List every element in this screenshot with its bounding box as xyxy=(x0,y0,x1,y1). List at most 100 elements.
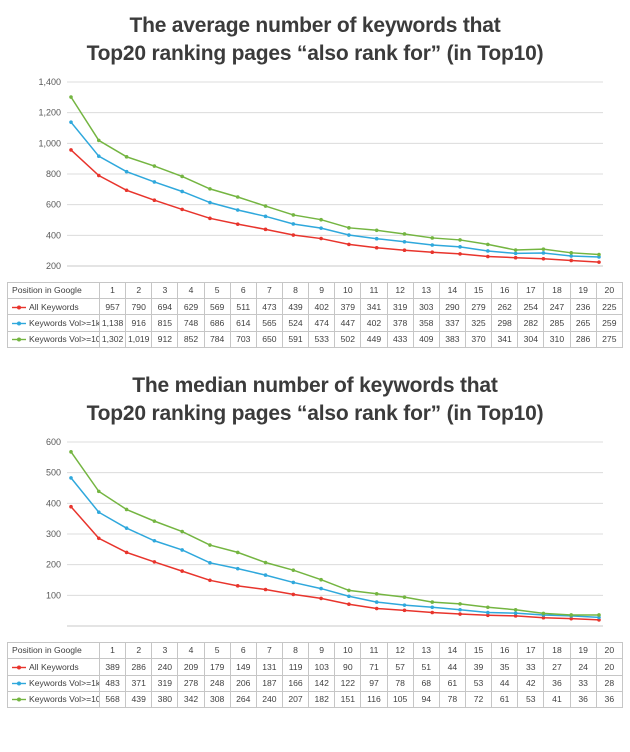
average-data-table: Position in Google 1 2 3 4 5 6 7 8 9 10 11 12 13 14 15 1… xyxy=(7,281,624,349)
data-point xyxy=(152,560,157,564)
data-point xyxy=(486,605,490,610)
value-cell: 206 xyxy=(229,674,257,692)
position-header-cell: 9 xyxy=(308,281,336,300)
data-point xyxy=(180,207,184,212)
value-cell: 240 xyxy=(255,690,283,709)
position-header-cell: 15 xyxy=(464,641,493,660)
data-point xyxy=(402,231,407,236)
position-header-cell: 13 xyxy=(412,281,440,300)
position-header-cell: 13 xyxy=(412,641,440,660)
value-cell: 379 xyxy=(334,298,362,316)
data-point xyxy=(430,243,435,247)
value-cell: 209 xyxy=(177,658,205,676)
data-point xyxy=(263,227,268,231)
value-cell: 614 xyxy=(229,314,257,332)
value-cell: 565 xyxy=(255,314,283,332)
position-header-cell: 20 xyxy=(595,641,624,660)
y-tick-label: 600 xyxy=(46,200,61,210)
data-point xyxy=(69,120,73,124)
position-header-cell: 3 xyxy=(151,641,179,660)
value-cell: 71 xyxy=(360,658,388,676)
data-point xyxy=(430,605,435,610)
data-point xyxy=(430,600,435,604)
data-point xyxy=(263,560,268,565)
data-point xyxy=(69,449,73,454)
data-point xyxy=(124,154,129,159)
series-line-keywords-vol-1k xyxy=(70,477,600,619)
y-tick-label: 400 xyxy=(46,230,61,240)
value-cell: 308 xyxy=(203,690,231,709)
data-point xyxy=(569,254,574,258)
position-header-cell: 5 xyxy=(203,641,231,660)
data-point xyxy=(569,613,574,617)
value-cell: 703 xyxy=(229,330,257,349)
value-cell: 298 xyxy=(491,314,519,332)
value-cell: 511 xyxy=(229,298,257,316)
value-cell: 694 xyxy=(151,298,179,316)
series-name: All Keywords xyxy=(29,301,79,312)
median-data-table: Position in Google 1 2 3 4 5 6 7 8 9 10 11 12 13 14 15 1… xyxy=(7,641,624,709)
data-point xyxy=(486,242,490,247)
data-point xyxy=(319,596,323,601)
value-cell: 319 xyxy=(151,674,179,692)
value-cell: 533 xyxy=(308,330,336,349)
table-header-row: Position in Google 1 2 3 4 5 6 7 8 9 10 11 12 13 14 15 1… xyxy=(7,641,624,660)
series-row-keywords-vol-10k: Keywords Vol>=10k 568 439 380 342 308 264 240 20… xyxy=(7,690,624,709)
average-chart-title: The average number of keywords that Top2… xyxy=(86,14,544,65)
data-point xyxy=(319,217,323,222)
value-cell: 166 xyxy=(281,674,310,692)
value-cell: 279 xyxy=(464,298,493,316)
data-point xyxy=(319,577,323,582)
data-point xyxy=(208,216,212,220)
series-line-all-keywords xyxy=(70,506,600,621)
value-cell: 790 xyxy=(125,298,153,316)
y-tick-label: 500 xyxy=(46,468,61,478)
position-header-cell: 3 xyxy=(151,281,179,300)
value-cell: 912 xyxy=(151,330,179,349)
data-point xyxy=(235,566,240,571)
value-cell: 42 xyxy=(517,674,545,692)
data-point xyxy=(235,583,240,588)
value-cell: 51 xyxy=(412,658,440,676)
value-cell: 61 xyxy=(491,690,519,709)
legend-cell: All Keywords xyxy=(7,658,100,676)
data-point xyxy=(180,529,184,534)
value-cell: 591 xyxy=(281,330,310,349)
value-cell: 1,138 xyxy=(98,314,127,332)
value-cell: 389 xyxy=(98,658,127,676)
data-point xyxy=(152,180,157,184)
table-header-row: Position in Google 1 2 3 4 5 6 7 8 9 10 11 12 13 14 15 1… xyxy=(7,281,624,300)
series-name: Keywords Vol>=1k xyxy=(29,317,100,328)
data-point xyxy=(347,594,351,598)
value-cell: 207 xyxy=(281,690,310,709)
value-cell: 341 xyxy=(491,330,519,349)
data-point xyxy=(319,236,323,241)
position-header-cell: 9 xyxy=(308,641,336,660)
value-cell: 33 xyxy=(517,658,545,676)
value-cell: 61 xyxy=(438,674,466,692)
data-point xyxy=(152,519,157,523)
value-cell: 225 xyxy=(595,298,624,316)
position-header-cell: 1 xyxy=(98,641,127,660)
value-cell: 44 xyxy=(491,674,519,692)
data-point xyxy=(96,154,101,158)
data-point xyxy=(208,200,212,205)
data-point xyxy=(124,526,129,530)
position-header-cell: 12 xyxy=(386,281,414,300)
data-point xyxy=(124,507,129,512)
data-point xyxy=(69,504,73,509)
data-point xyxy=(180,548,184,552)
value-cell: 20 xyxy=(595,658,624,676)
position-header-cell: 19 xyxy=(569,641,597,660)
value-cell: 142 xyxy=(308,674,336,692)
position-header-cell: 6 xyxy=(229,281,257,300)
data-point xyxy=(347,588,351,593)
value-cell: 57 xyxy=(386,658,414,676)
data-point xyxy=(180,189,184,194)
value-cell: 116 xyxy=(360,690,388,709)
average-line-chart: 200 400 600 800 1,000 1,200 1,400 xyxy=(38,77,603,271)
data-point xyxy=(263,204,268,208)
data-point xyxy=(486,249,490,253)
data-point xyxy=(291,592,296,597)
value-cell: 304 xyxy=(517,330,545,349)
